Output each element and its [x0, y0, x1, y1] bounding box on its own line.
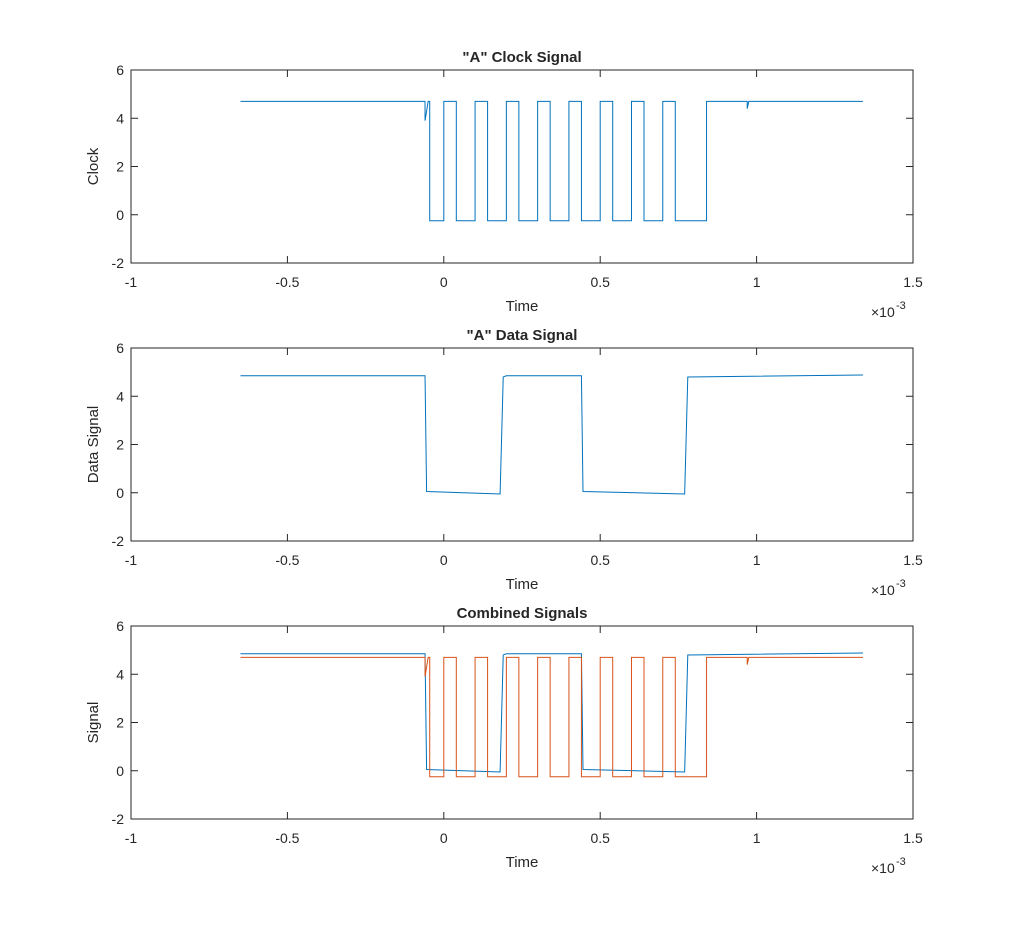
y-tick-label: 0 [116, 763, 124, 779]
x-tick-label: 0 [440, 274, 448, 290]
x-axis-label: Time [506, 298, 539, 315]
subplot-title: "A" Clock Signal [462, 49, 581, 66]
signal-line [240, 652, 863, 773]
signal-line [240, 100, 863, 222]
x-tick-label: 0.5 [590, 274, 610, 290]
x-tick-label: 0 [440, 552, 448, 568]
x-tick-label: -1 [125, 274, 138, 290]
y-tick-label: 4 [116, 110, 124, 126]
subplot-title: Combined Signals [457, 605, 588, 622]
y-tick-label: 2 [116, 159, 124, 175]
subplot: -1 -0.5 0 0.5 1 1.5 -2 0 2 4 6 "A" Data Signal Time D… [85, 327, 923, 598]
y-tick-label: 6 [116, 618, 124, 634]
signal-line [240, 374, 863, 495]
y-tick-label: -2 [112, 533, 125, 549]
x-tick-label: 1 [753, 552, 761, 568]
y-tick-label: 6 [116, 62, 124, 78]
x-scale-exponent: -3 [896, 300, 906, 312]
y-tick-label: -2 [112, 255, 125, 271]
y-tick-label: 2 [116, 715, 124, 731]
y-tick-label: 0 [116, 485, 124, 501]
x-tick-label: -0.5 [275, 274, 299, 290]
subplot-title: "A" Data Signal [467, 327, 578, 344]
y-tick-label: 4 [116, 666, 124, 682]
x-scale-base: ×10 [871, 860, 895, 876]
x-tick-label: -0.5 [275, 830, 299, 846]
x-tick-label: 0 [440, 830, 448, 846]
y-tick-label: -2 [112, 811, 125, 827]
x-scale-exponent: -3 [896, 856, 906, 868]
subplot: -1 -0.5 0 0.5 1 1.5 -2 0 2 4 6 Combined Signals Time… [85, 605, 923, 876]
plot-area [131, 348, 913, 541]
x-scale-exponent: -3 [896, 578, 906, 590]
y-axis-label: Signal [85, 702, 102, 744]
x-tick-label: 1.5 [903, 830, 923, 846]
x-tick-label: 1.5 [903, 552, 923, 568]
x-scale-base: ×10 [871, 582, 895, 598]
plot-area [131, 626, 913, 819]
y-tick-label: 0 [116, 207, 124, 223]
y-axis-label: Clock [85, 147, 102, 185]
x-tick-label: 1 [753, 830, 761, 846]
x-tick-label: -1 [125, 552, 138, 568]
x-tick-label: 1.5 [903, 274, 923, 290]
y-tick-label: 6 [116, 340, 124, 356]
x-axis-label: Time [506, 576, 539, 593]
x-tick-label: 0.5 [590, 552, 610, 568]
signal-line [240, 656, 863, 778]
x-scale-base: ×10 [871, 304, 895, 320]
x-axis-label: Time [506, 854, 539, 871]
y-tick-label: 4 [116, 388, 124, 404]
y-tick-label: 2 [116, 437, 124, 453]
subplot: -1 -0.5 0 0.5 1 1.5 -2 0 2 4 6 "A" Clock Signal Time… [85, 49, 923, 320]
x-tick-label: -1 [125, 830, 138, 846]
y-axis-label: Data Signal [85, 406, 102, 484]
plot-area [131, 70, 913, 263]
x-tick-label: -0.5 [275, 552, 299, 568]
x-tick-label: 1 [753, 274, 761, 290]
x-tick-label: 0.5 [590, 830, 610, 846]
